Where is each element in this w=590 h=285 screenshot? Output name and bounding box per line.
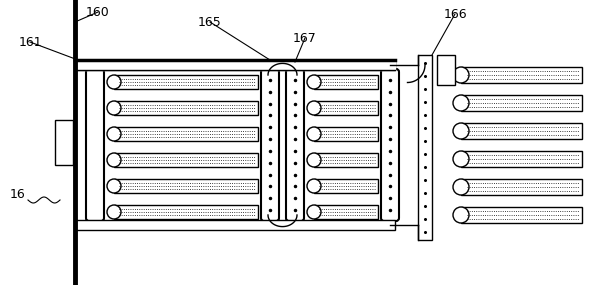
Bar <box>114 205 258 219</box>
Bar <box>461 95 582 111</box>
Text: 16: 16 <box>10 188 26 201</box>
FancyBboxPatch shape <box>261 69 279 221</box>
Text: 166: 166 <box>443 7 467 21</box>
Text: 160: 160 <box>86 5 110 19</box>
Circle shape <box>453 123 469 139</box>
Bar <box>114 179 258 193</box>
Bar <box>114 127 258 141</box>
Bar <box>314 179 378 193</box>
Bar <box>461 179 582 195</box>
Bar <box>314 153 378 167</box>
Circle shape <box>107 75 121 89</box>
Circle shape <box>307 205 321 219</box>
FancyBboxPatch shape <box>381 69 399 221</box>
Circle shape <box>307 179 321 193</box>
Circle shape <box>107 127 121 141</box>
FancyBboxPatch shape <box>86 69 104 221</box>
Circle shape <box>307 75 321 89</box>
Bar <box>314 75 378 89</box>
Circle shape <box>453 151 469 167</box>
Bar <box>55 120 73 165</box>
Bar <box>461 123 582 139</box>
Circle shape <box>107 153 121 167</box>
Circle shape <box>453 179 469 195</box>
Circle shape <box>107 179 121 193</box>
Bar <box>314 205 378 219</box>
Bar <box>114 75 258 89</box>
Bar <box>75 220 395 230</box>
Bar <box>461 67 582 83</box>
Circle shape <box>107 101 121 115</box>
Bar <box>314 101 378 115</box>
Text: 165: 165 <box>198 15 222 28</box>
Bar <box>461 207 582 223</box>
Bar <box>114 101 258 115</box>
Bar <box>418 55 432 240</box>
Bar <box>75 60 395 70</box>
Circle shape <box>307 127 321 141</box>
Circle shape <box>307 101 321 115</box>
Circle shape <box>453 95 469 111</box>
FancyBboxPatch shape <box>286 69 304 221</box>
Text: 167: 167 <box>293 32 317 44</box>
Circle shape <box>453 207 469 223</box>
Bar <box>461 151 582 167</box>
Circle shape <box>107 205 121 219</box>
Bar <box>114 153 258 167</box>
Text: 161: 161 <box>18 36 42 48</box>
Bar <box>437 55 455 85</box>
Circle shape <box>453 67 469 83</box>
Bar <box>314 127 378 141</box>
Circle shape <box>307 153 321 167</box>
